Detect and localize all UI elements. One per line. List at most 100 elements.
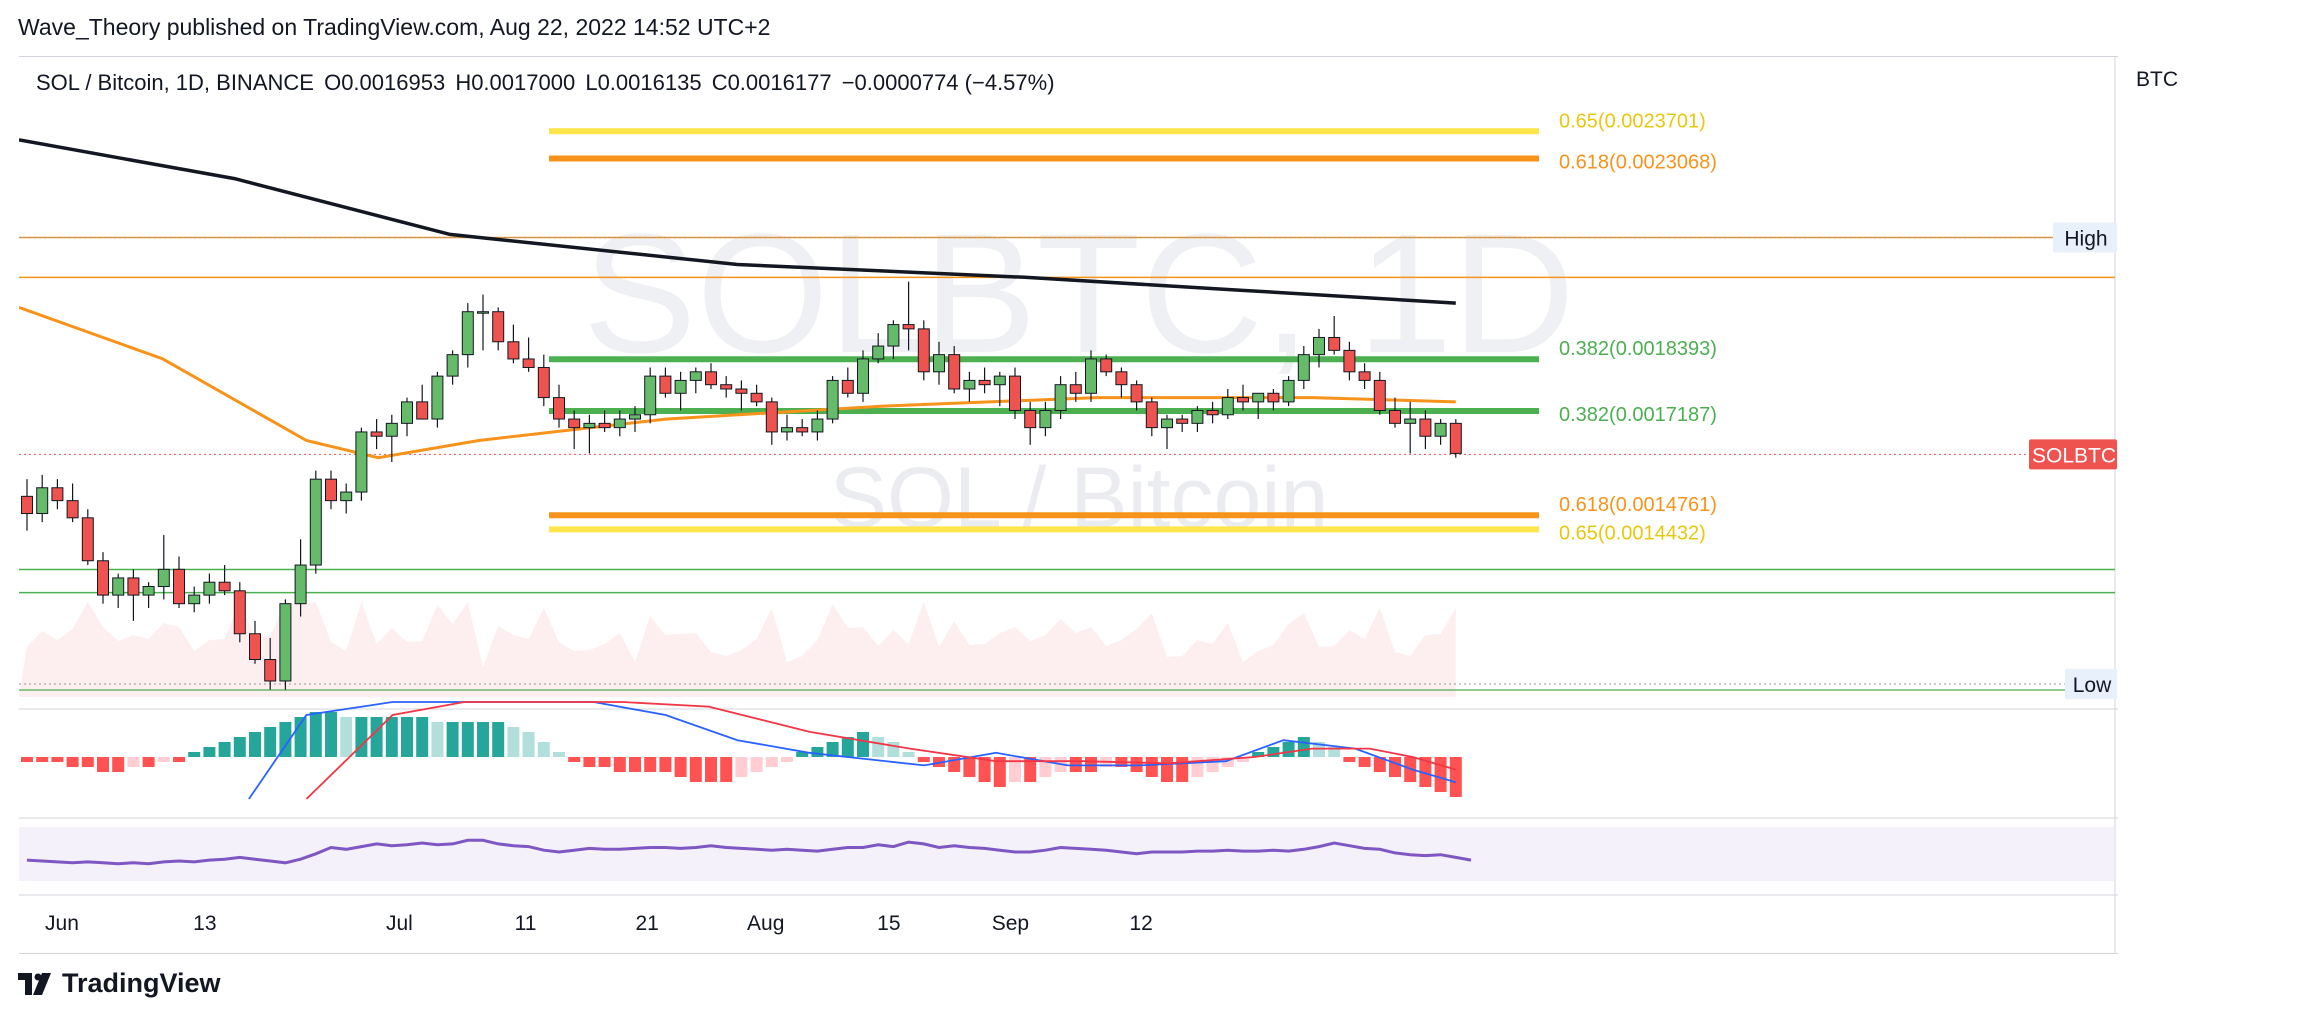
candle-body <box>1267 392 1280 403</box>
candle-body <box>948 354 961 390</box>
candle <box>1252 392 1265 420</box>
candle-body <box>993 375 1006 386</box>
publisher-caption: Wave_Theory published on TradingView.com… <box>18 14 771 40</box>
high-value: H0.0017000 <box>455 70 576 95</box>
macd-histogram-bar <box>21 757 33 762</box>
candle-body <box>1389 409 1401 424</box>
macd-histogram-bar <box>416 717 429 757</box>
candle-body <box>370 431 383 437</box>
candle <box>1297 346 1310 389</box>
candle-body <box>355 431 368 493</box>
candle-body <box>1085 358 1097 394</box>
candle <box>705 363 717 389</box>
macd-histogram-bar <box>1237 757 1249 762</box>
candle <box>1237 384 1249 411</box>
candle-body <box>978 379 991 386</box>
candle <box>401 397 413 437</box>
candle-body <box>568 418 581 429</box>
price-axis-tag <box>2065 668 2117 699</box>
macd-histogram-bar <box>385 717 398 757</box>
fib-level-label: 0.382(0.0018393) <box>1559 338 1717 360</box>
rsi-line <box>26 838 1472 866</box>
candle <box>857 350 869 402</box>
candle <box>933 341 945 385</box>
price-axis-unit[interactable]: BTC <box>2136 68 2178 91</box>
time-axis-tick: Jun <box>45 912 79 935</box>
macd-histogram-bar <box>66 757 79 767</box>
macd-histogram-bar <box>1267 747 1280 757</box>
price-axis-tag-text: SOLBTC <box>2032 444 2116 467</box>
candle-body <box>796 427 809 433</box>
candle-body <box>1069 384 1082 394</box>
candle <box>720 376 733 398</box>
candle-body <box>598 422 611 429</box>
symbol-label[interactable]: SOL / Bitcoin, 1D, BINANCE <box>36 70 314 95</box>
macd-histogram-bar <box>537 742 550 757</box>
candle-body <box>1130 384 1143 403</box>
candle <box>948 346 961 394</box>
open-value: O0.0016953 <box>324 70 446 95</box>
time-axis-tick: Sep <box>992 912 1029 935</box>
candle <box>917 320 930 381</box>
candle <box>233 582 246 643</box>
candle <box>1085 350 1097 402</box>
macd-histogram-bar <box>431 722 444 757</box>
candle <box>1039 401 1052 437</box>
candle <box>477 294 489 351</box>
candle-body <box>537 367 550 399</box>
macd-histogram-bar <box>568 757 581 762</box>
candle <box>993 371 1006 407</box>
candle-body <box>112 577 125 596</box>
candle <box>112 573 125 608</box>
candle <box>689 367 702 394</box>
macd-histogram-bar <box>218 742 231 757</box>
price-axis-tag <box>2053 222 2117 253</box>
macd-histogram-bar <box>127 757 140 767</box>
candle-body <box>309 478 322 566</box>
candle <box>173 556 185 608</box>
macd-histogram-bar <box>720 757 733 782</box>
macd-histogram-bar <box>112 757 125 772</box>
candle <box>659 367 672 398</box>
macd-histogram-bar <box>249 732 261 757</box>
candle-body <box>446 354 459 377</box>
candle <box>583 414 596 454</box>
candle <box>781 414 793 441</box>
candle <box>887 320 900 359</box>
candle-body <box>1373 379 1386 411</box>
tradingview-logo[interactable]: TradingView <box>18 968 221 999</box>
macd-histogram-bar <box>1449 757 1462 797</box>
candle-body <box>340 491 353 502</box>
candle <box>1313 328 1325 368</box>
candle-body <box>1313 336 1325 356</box>
candle <box>1282 376 1295 407</box>
macd-line <box>248 701 1457 800</box>
macd-histogram-bar <box>872 737 885 757</box>
candle <box>1054 376 1067 420</box>
macd-histogram-bar <box>142 757 155 767</box>
candle-body <box>507 341 520 360</box>
candle-body <box>1434 422 1447 437</box>
candle <box>325 470 337 510</box>
candle <box>1024 401 1037 445</box>
macd-histogram-bar <box>826 742 839 757</box>
candle-body <box>325 478 337 502</box>
price-axis-tag-text: Low <box>2073 674 2112 697</box>
macd-histogram-bar <box>36 757 49 762</box>
candle <box>1176 414 1189 432</box>
candle-body <box>203 581 216 596</box>
candle <box>66 483 79 523</box>
chart-frame: SOLBTC, 1D SOL / Bitcoin 0.65(0.0023701) 0.… <box>19 56 2118 954</box>
macd-histogram-bar <box>963 757 976 777</box>
candle-body <box>963 379 976 390</box>
macd-histogram-bar <box>993 757 1006 787</box>
rsi-band <box>19 827 2115 881</box>
time-axis-tick: 13 <box>193 912 216 935</box>
macd-histogram-bar <box>659 757 672 772</box>
candle <box>1328 315 1341 355</box>
candle <box>36 474 49 523</box>
candle <box>264 638 277 690</box>
candle-body <box>1161 418 1173 429</box>
candle <box>355 427 368 501</box>
